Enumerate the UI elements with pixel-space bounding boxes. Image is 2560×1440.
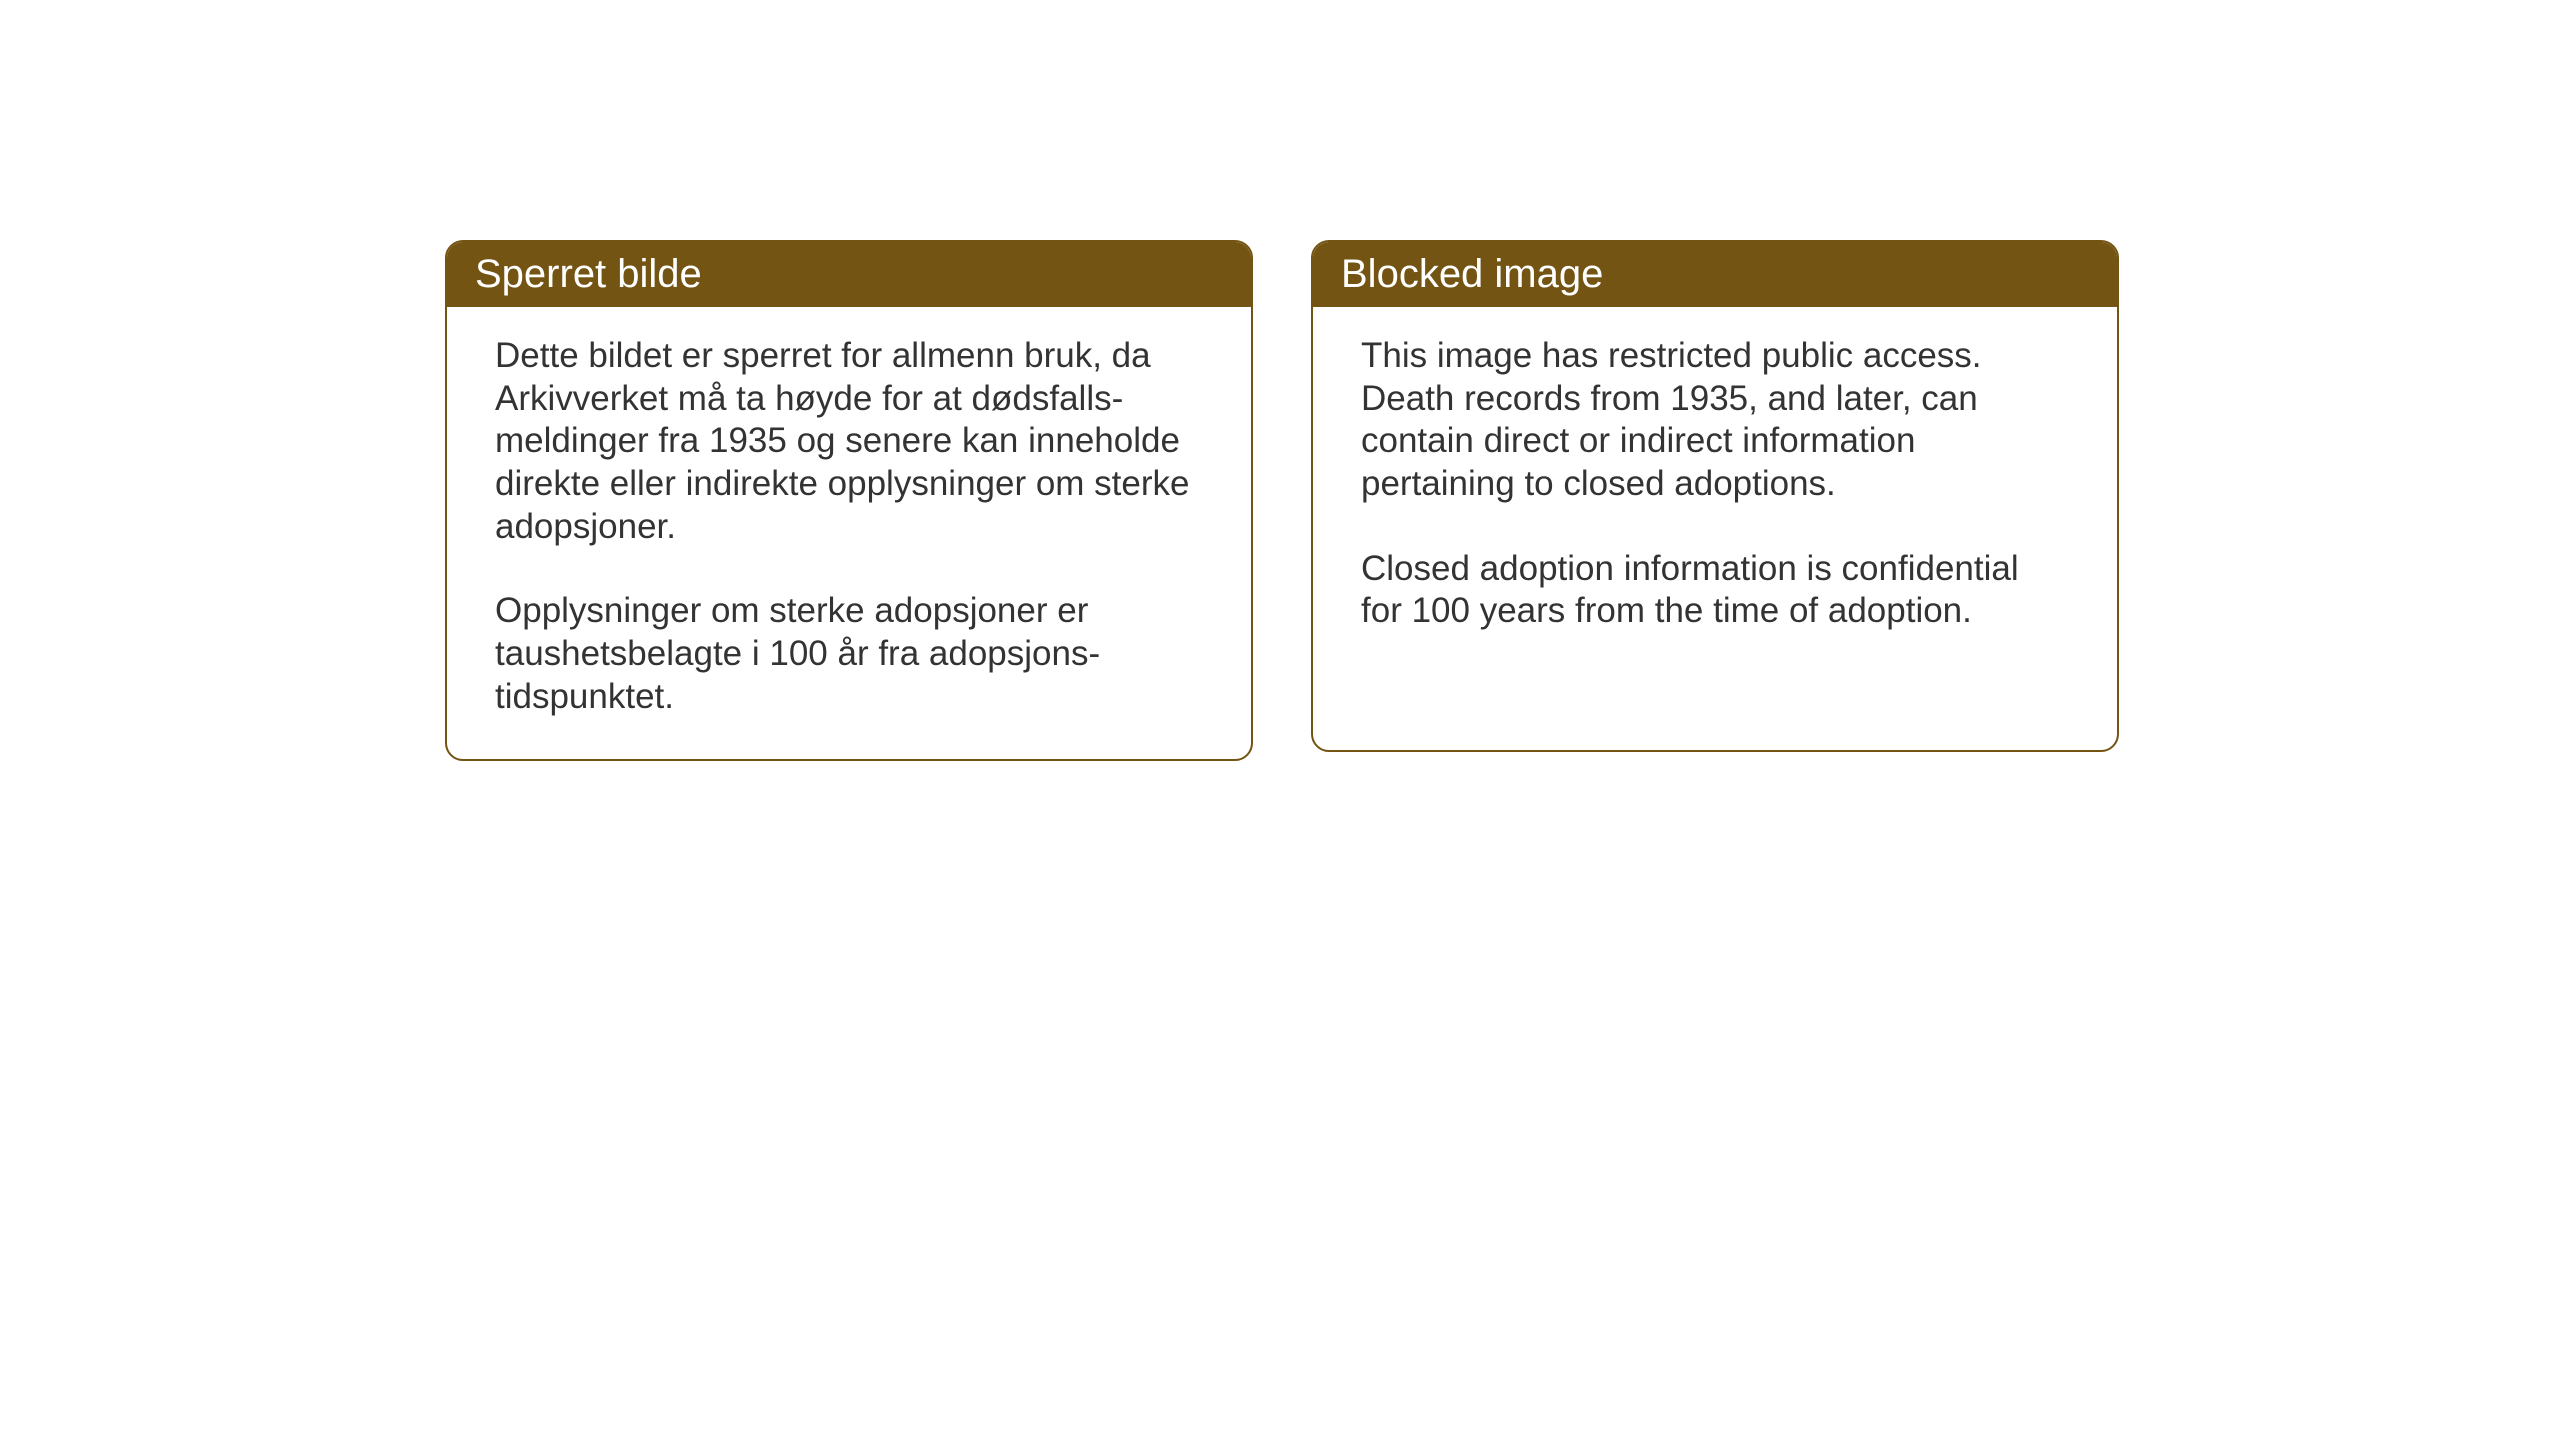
card-paragraph-2-english: Closed adoption information is confident… — [1361, 548, 2069, 633]
card-header-norwegian: Sperret bilde — [447, 242, 1251, 307]
notice-card-english: Blocked image This image has restricted … — [1311, 240, 2119, 752]
card-paragraph-1-norwegian: Dette bildet er sperret for allmenn bruk… — [495, 335, 1203, 548]
card-body-english: This image has restricted public access.… — [1313, 307, 2117, 673]
card-paragraph-1-english: This image has restricted public access.… — [1361, 335, 2069, 506]
card-paragraph-2-norwegian: Opplysninger om sterke adopsjoner er tau… — [495, 590, 1203, 718]
notice-cards-container: Sperret bilde Dette bildet er sperret fo… — [445, 240, 2119, 761]
card-title-english: Blocked image — [1341, 252, 1603, 296]
card-title-norwegian: Sperret bilde — [475, 252, 702, 296]
card-body-norwegian: Dette bildet er sperret for allmenn bruk… — [447, 307, 1251, 759]
card-header-english: Blocked image — [1313, 242, 2117, 307]
notice-card-norwegian: Sperret bilde Dette bildet er sperret fo… — [445, 240, 1253, 761]
